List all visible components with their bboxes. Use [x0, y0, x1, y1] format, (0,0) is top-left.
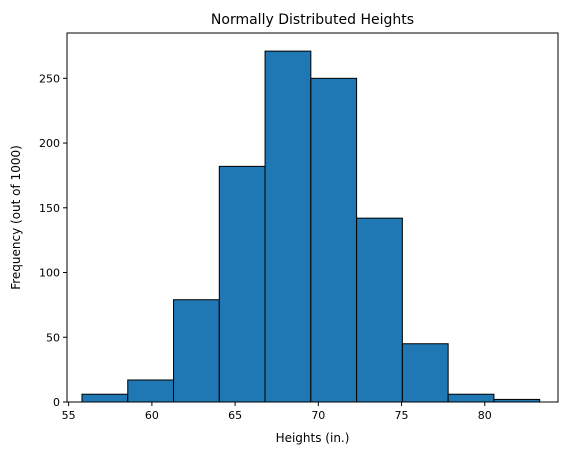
x-tick-label: 65: [228, 409, 242, 422]
histogram-bar: [310, 77, 358, 403]
y-tick-label: 250: [39, 72, 60, 85]
histogram-bar: [218, 165, 266, 403]
x-axis-ticks: 55 60 65 70 75 80: [62, 402, 492, 422]
x-tick-label: 55: [62, 409, 76, 422]
histogram-bar: [401, 343, 449, 403]
x-tick-label: 60: [145, 409, 159, 422]
y-axis-label: Frequency (out of 1000): [9, 145, 23, 290]
histogram-bar: [127, 379, 175, 403]
x-tick-label: 70: [311, 409, 325, 422]
y-tick-label: 150: [39, 202, 60, 215]
axes-frame: [66, 32, 559, 403]
y-tick-label: 50: [46, 331, 60, 344]
y-tick-label: 200: [39, 137, 60, 150]
x-tick-label: 80: [478, 409, 492, 422]
x-axis-label: Heights (in.): [276, 431, 350, 445]
histogram-bar: [447, 393, 495, 403]
histogram-bars: [81, 50, 541, 403]
histogram-bar: [81, 393, 129, 403]
y-axis-ticks: 0 50 100 150 200 250: [39, 72, 67, 409]
y-tick-label: 100: [39, 267, 60, 280]
histogram-bar: [173, 299, 220, 403]
y-tick-label: 0: [53, 396, 60, 409]
x-tick-label: 75: [395, 409, 409, 422]
histogram-bar: [264, 50, 312, 403]
chart-title: Normally Distributed Heights: [211, 12, 414, 28]
histogram-bar: [356, 217, 403, 403]
